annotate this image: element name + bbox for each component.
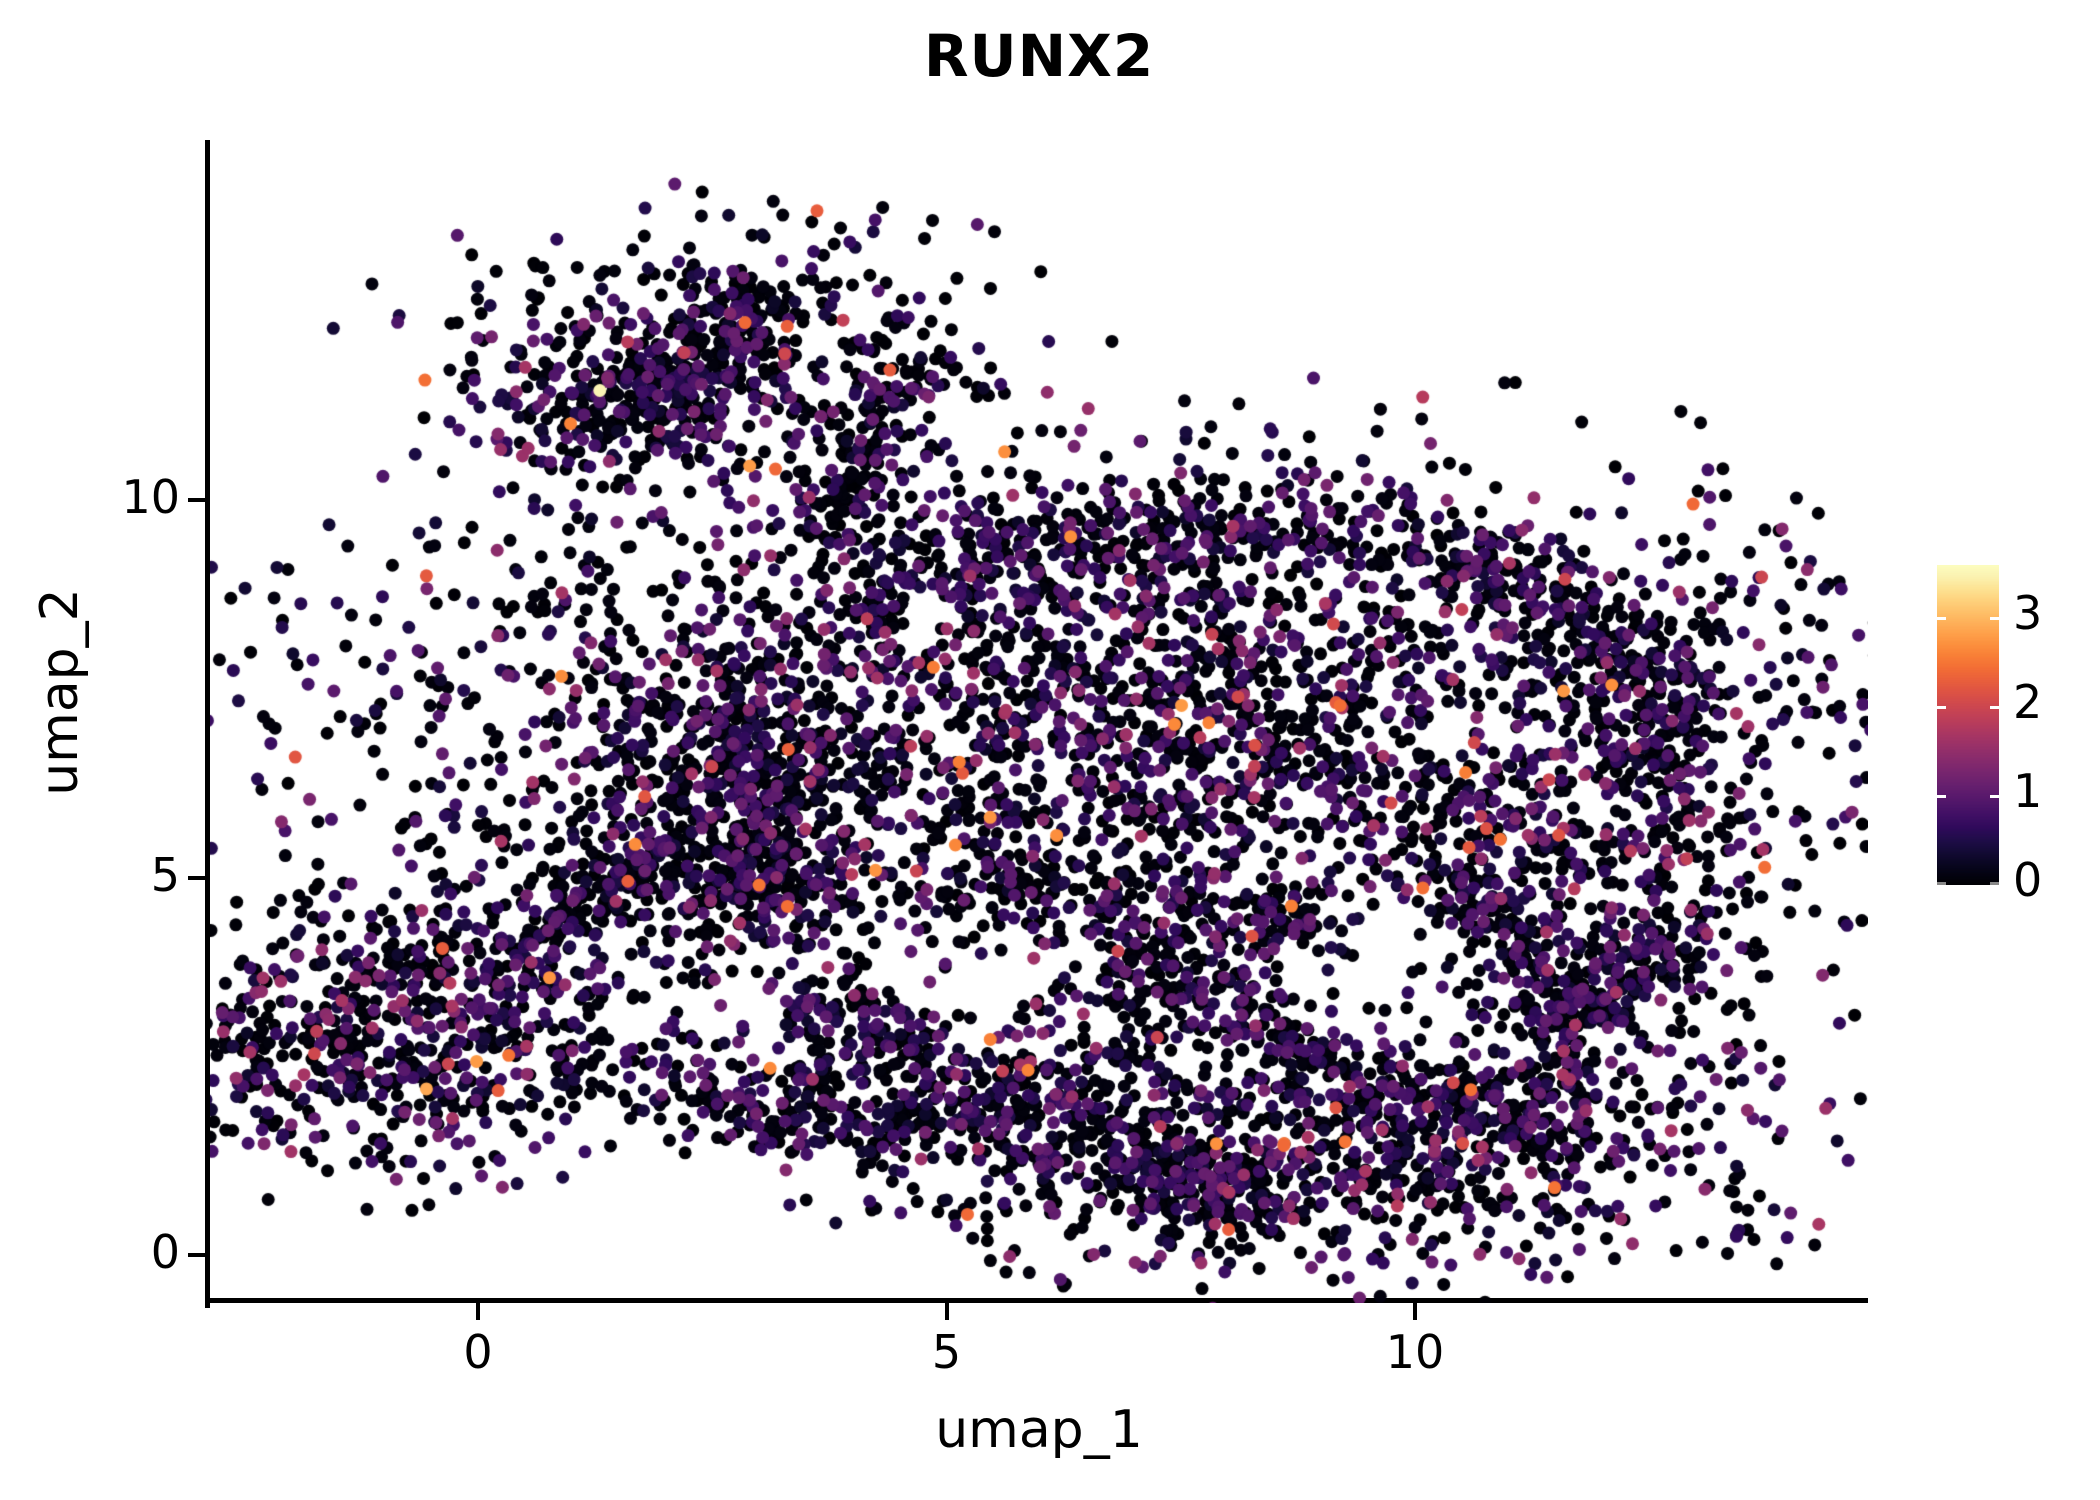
colorbar-tick-mark <box>1937 706 1946 710</box>
colorbar-tick-mark <box>1937 882 1946 885</box>
x-tick-label: 5 <box>931 1325 962 1379</box>
colorbar-tick-mark <box>1990 617 1999 621</box>
x-tick-mark <box>944 1303 949 1320</box>
colorbar-tick-mark <box>1990 882 1999 885</box>
x-tick-label: 0 <box>463 1325 493 1379</box>
colorbar-tick-label: 1 <box>2013 764 2043 819</box>
y-tick-mark <box>188 498 205 502</box>
colorbar-tick-label: 0 <box>2013 853 2043 907</box>
colorbar-gradient <box>1937 565 1999 885</box>
scatter-plot-area <box>210 140 1868 1303</box>
colorbar-tick-mark <box>1990 795 1999 799</box>
colorbar-tick-mark <box>1937 795 1946 799</box>
y-tick-label: 5 <box>150 847 180 902</box>
y-tick-label: 0 <box>150 1225 180 1279</box>
colorbar-tick-mark <box>1990 706 1999 710</box>
x-tick-label: 10 <box>1385 1325 1445 1379</box>
scatter-points-canvas <box>210 140 1868 1303</box>
y-axis-label: umap_2 <box>30 588 90 796</box>
x-tick-mark <box>1413 1303 1417 1320</box>
colorbar-tick-label: 2 <box>2013 675 2043 730</box>
page-title: RUNX2 <box>923 22 1155 90</box>
colorbar-tick-mark <box>1937 617 1946 621</box>
colorbar-tick-label: 3 <box>2013 586 2043 641</box>
x-axis-label: umap_1 <box>935 1400 1143 1460</box>
x-tick-mark <box>476 1303 480 1320</box>
y-tick-label: 10 <box>121 470 180 524</box>
y-tick-mark <box>188 875 205 880</box>
y-axis-label-wrapper: umap_2 <box>28 92 92 1292</box>
y-tick-mark <box>188 1253 205 1257</box>
y-axis-spine <box>205 140 210 1308</box>
